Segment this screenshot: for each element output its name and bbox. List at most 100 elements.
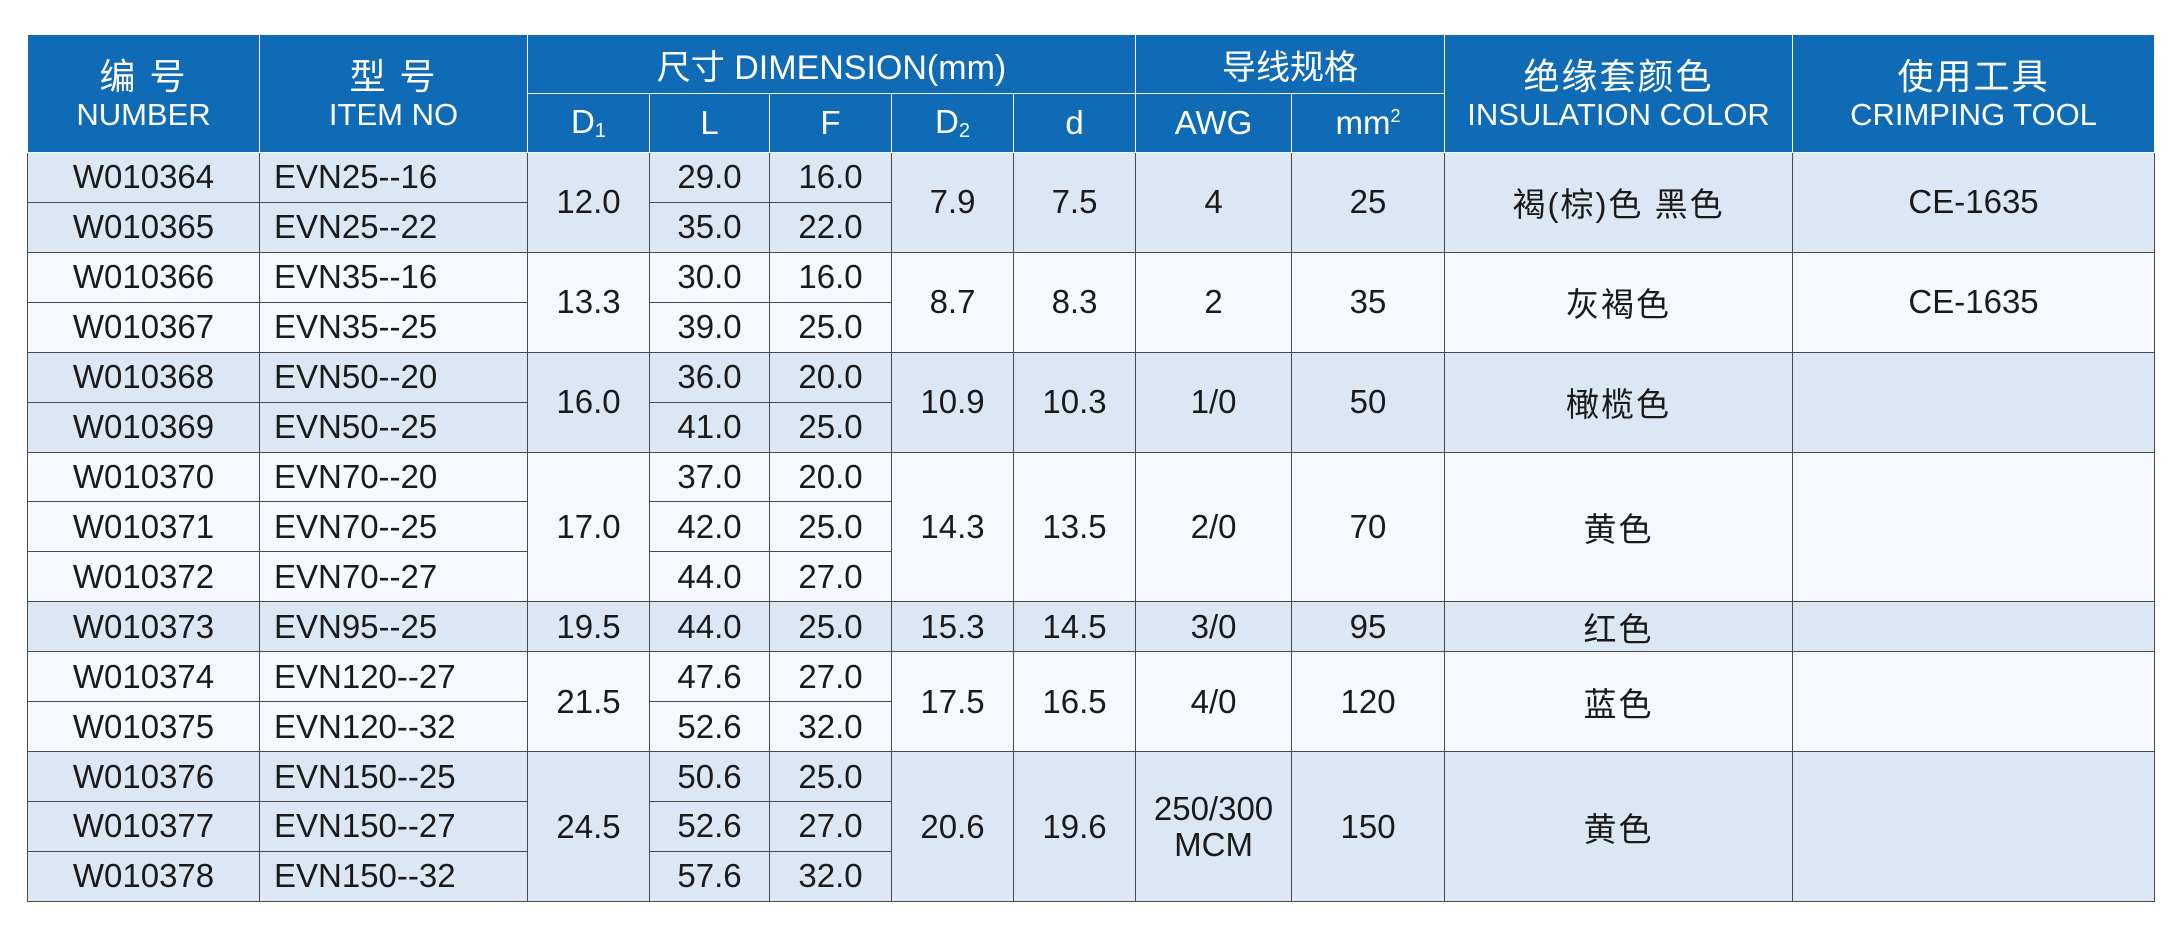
cell-item-no: EVN150--32: [259, 850, 528, 903]
table-row: W010372 EVN70--27 44.0 27.0: [27, 551, 2155, 603]
cell-insulation-color: 黄色: [1444, 751, 1794, 902]
cell-number: W010378: [27, 850, 260, 903]
cell-f: 16.0: [769, 152, 892, 203]
cell-l: 37.0: [649, 451, 770, 503]
cell-mm2: 50: [1291, 351, 1446, 453]
col-header-insulation-color: 绝缘套颜色 INSULATION COLOR: [1444, 34, 1794, 153]
table-row: W010367 EVN35--25 39.0 25.0: [27, 301, 2155, 353]
cell-l: 39.0: [649, 301, 770, 353]
cell-f: 20.0: [769, 451, 892, 503]
cell-l: 52.6: [649, 701, 770, 753]
cell-number: W010371: [27, 501, 260, 553]
cell-number: W010372: [27, 551, 260, 603]
col-header-d2: D2: [891, 93, 1014, 153]
cell-awg: 1/0: [1135, 351, 1293, 453]
cell-insulation-color: 蓝色: [1444, 651, 1794, 753]
cell-crimping-tool: [1792, 651, 2156, 753]
cell-l: 57.6: [649, 850, 770, 903]
cell-item-no: EVN95--25: [259, 601, 528, 653]
table-header: 编 号 NUMBER 型 号 ITEM NO 尺寸 DIMENSION(mm) …: [27, 34, 2156, 153]
cell-d1: 12.0: [527, 152, 650, 253]
cell-d-small: 13.5: [1012, 451, 1137, 603]
cell-insulation-color: 褐(棕)色 黑色: [1444, 152, 1794, 253]
cell-awg: 2: [1135, 251, 1293, 353]
cell-item-no: EVN35--16: [259, 251, 528, 303]
cell-d2: 7.9: [891, 152, 1014, 253]
cell-l: 44.0: [649, 601, 770, 653]
cell-mm2: 70: [1291, 451, 1446, 603]
cell-d1: 21.5: [527, 651, 650, 753]
awg-line-1: 250/300: [1153, 789, 1274, 827]
cell-item-no: EVN120--27: [259, 651, 528, 703]
cell-number: W010375: [27, 701, 260, 753]
cell-crimping-tool: [1792, 601, 2156, 653]
table-row: W010374 EVN120--27 21.5 47.6 27.0 17.5 16.5 4/0…: [27, 651, 2156, 753]
cell-f: 25.0: [769, 601, 892, 653]
cell-d2: 8.7: [891, 251, 1014, 353]
table-row: W010377 EVN150--27 52.6 27.0: [27, 800, 2155, 852]
cell-item-no: EVN25--16: [259, 152, 528, 203]
col-header-dimension: 尺寸 DIMENSION(mm): [526, 34, 1137, 94]
cell-l: 36.0: [649, 351, 770, 403]
cell-crimping-tool: [1792, 351, 2156, 453]
cell-d-small: 14.5: [1012, 601, 1137, 653]
cell-d2: 14.3: [891, 451, 1014, 603]
cell-number: W010366: [27, 251, 260, 303]
cell-mm2: 95: [1291, 601, 1446, 653]
cell-insulation-color: 灰褐色: [1444, 251, 1794, 353]
cell-item-no: EVN25--22: [259, 201, 528, 253]
cell-f: 25.0: [769, 401, 892, 453]
cell-mm2: 25: [1291, 152, 1446, 253]
cell-item-no: EVN50--20: [259, 351, 528, 403]
table-row: W010370 EVN70--20 17.0 37.0 20.0 14.3 13.5 2/0 7…: [27, 451, 2156, 603]
table-row: W010376 EVN150--25 24.5 50.6 25.0 20.6 19.6 250…: [27, 751, 2156, 902]
cell-item-no: EVN70--27: [259, 551, 528, 603]
terminal-spec-table: 编 号 NUMBER 型 号 ITEM NO 尺寸 DIMENSION(mm) …: [27, 34, 2156, 903]
cell-d-small: 7.5: [1012, 152, 1137, 253]
cell-awg: 250/300 MCM: [1135, 751, 1293, 902]
cell-d1: 16.0: [527, 351, 650, 453]
cell-awg: 3/0: [1135, 601, 1293, 653]
cell-number: W010364: [27, 152, 260, 203]
table-body: W010364 EVN25--16 12.0 29.0 16.0 7.9 7.5 4 25 褐(棕…: [27, 152, 2156, 903]
col-header-mm2: mm2: [1291, 93, 1446, 153]
cell-f: 27.0: [769, 551, 892, 603]
col-header-l: L: [649, 93, 770, 153]
cell-f: 25.0: [769, 501, 892, 553]
col-header-wire-spec: 导线规格: [1135, 34, 1446, 94]
cell-d-small: 8.3: [1012, 251, 1137, 353]
cell-awg: 2/0: [1135, 451, 1293, 603]
cell-d2: 17.5: [891, 651, 1014, 753]
cell-number: W010376: [27, 751, 260, 802]
cell-mm2: 120: [1291, 651, 1446, 753]
cell-d-small: 10.3: [1012, 351, 1137, 453]
cell-number: W010373: [27, 601, 260, 653]
cell-f: 25.0: [769, 301, 892, 353]
col-header-d-small: d: [1012, 93, 1137, 153]
cell-d1: 24.5: [527, 751, 650, 902]
cell-f: 27.0: [769, 651, 892, 703]
table-row: W010364 EVN25--16 12.0 29.0 16.0 7.9 7.5 4 25 褐(棕…: [27, 152, 2156, 253]
cell-d-small: 19.6: [1012, 751, 1137, 902]
cell-crimping-tool: CE-1635: [1792, 251, 2156, 353]
cell-d-small: 16.5: [1012, 651, 1137, 753]
table-row: W010365 EVN25--22 35.0 22.0: [27, 201, 2155, 253]
table-row: W010378 EVN150--32 57.6 32.0: [27, 850, 2155, 903]
col-header-item-no: 型 号 ITEM NO: [259, 34, 528, 153]
cell-number: W010369: [27, 401, 260, 453]
col-header-d1: D1: [527, 93, 650, 153]
cell-l: 29.0: [649, 152, 770, 203]
cell-item-no: EVN150--27: [259, 800, 528, 852]
cell-awg: 4: [1135, 152, 1293, 253]
cell-d1: 17.0: [527, 451, 650, 603]
cell-item-no: EVN150--25: [259, 751, 528, 802]
cell-number: W010374: [27, 651, 260, 703]
cell-l: 44.0: [649, 551, 770, 603]
cell-f: 25.0: [769, 751, 892, 802]
cell-item-no: EVN35--25: [259, 301, 528, 353]
cell-l: 52.6: [649, 800, 770, 852]
cell-l: 41.0: [649, 401, 770, 453]
cell-f: 22.0: [769, 201, 892, 253]
col-header-number: 编 号 NUMBER: [27, 34, 260, 153]
cell-item-no: EVN70--20: [259, 451, 528, 503]
